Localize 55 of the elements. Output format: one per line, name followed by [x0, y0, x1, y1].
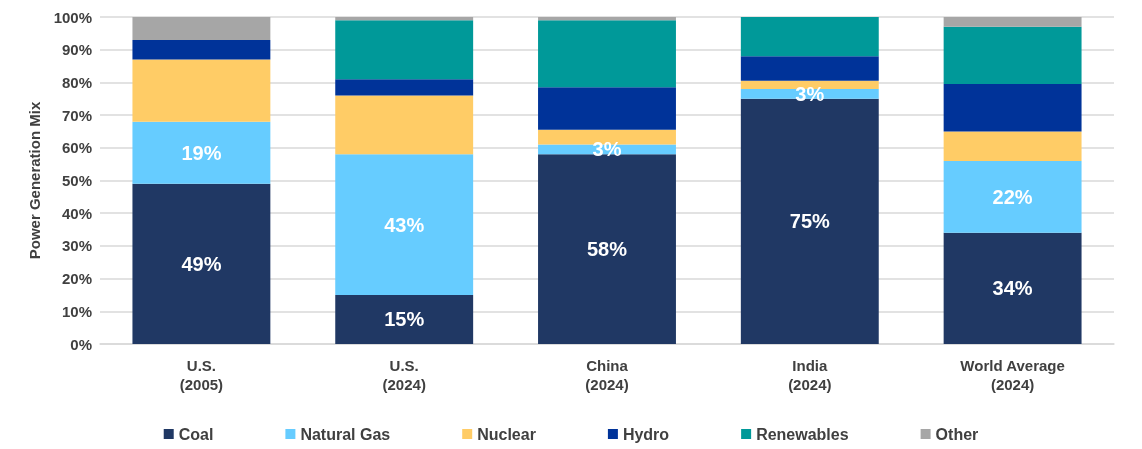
x-tick-label: U.S. (2024) [382, 357, 426, 393]
bar [335, 294, 474, 344]
bar [943, 26, 1082, 85]
bar [132, 121, 271, 184]
bar [740, 56, 879, 81]
y-tick-label: 50% [61, 172, 92, 189]
data-label: 22% [992, 185, 1033, 208]
bar [943, 232, 1082, 344]
data-label: 75% [789, 210, 831, 233]
bar [335, 95, 474, 155]
y-tick-label: 20% [61, 270, 92, 288]
bar [538, 87, 676, 130]
x-tick-label: World Average (2024) [960, 357, 1065, 393]
bar [335, 154, 474, 295]
bar [943, 160, 1082, 233]
y-tick-label: 60% [61, 139, 92, 157]
y-tick-label: 80% [61, 73, 92, 91]
bar [943, 131, 1082, 161]
bar [740, 80, 879, 89]
legend-label: Nuclear [477, 425, 536, 443]
bar [335, 79, 474, 96]
y-tick-label: 70% [61, 106, 92, 124]
bar [538, 17, 676, 21]
legend-label: Renewables [756, 425, 849, 443]
y-axis-title: Power Generation Mix [26, 101, 43, 260]
bar [132, 183, 271, 344]
bar [132, 59, 271, 122]
data-label: 34% [992, 277, 1033, 300]
legend-label: Coal [178, 425, 214, 443]
bar [538, 154, 676, 344]
x-tick-label: India (2024) [788, 357, 832, 393]
data-label: 15% [384, 308, 425, 331]
x-tick-label: U.S. (2005) [179, 357, 224, 393]
bar [538, 20, 676, 88]
legend-label: Hydro [622, 425, 670, 443]
data-label: 58% [586, 238, 628, 261]
legend-label: Natural Gas [300, 425, 391, 443]
bar [132, 39, 271, 60]
bar [943, 84, 1082, 132]
y-tick-label: 30% [61, 237, 92, 255]
bar [740, 17, 879, 57]
x-tick-label: China (2024) [585, 357, 629, 393]
y-tick-label: 0% [70, 335, 92, 353]
data-label: 19% [181, 141, 222, 164]
y-tick-label: 100% [53, 8, 92, 26]
bar [132, 17, 271, 40]
legend-label: Other [935, 425, 979, 443]
y-tick-label: 90% [61, 41, 92, 59]
y-tick-label: 40% [61, 204, 92, 222]
y-tick-label: 10% [61, 302, 92, 320]
bar [335, 20, 474, 80]
bar [335, 17, 474, 21]
data-label: 49% [181, 252, 222, 275]
bar [943, 17, 1082, 27]
data-label: 43% [384, 213, 425, 236]
